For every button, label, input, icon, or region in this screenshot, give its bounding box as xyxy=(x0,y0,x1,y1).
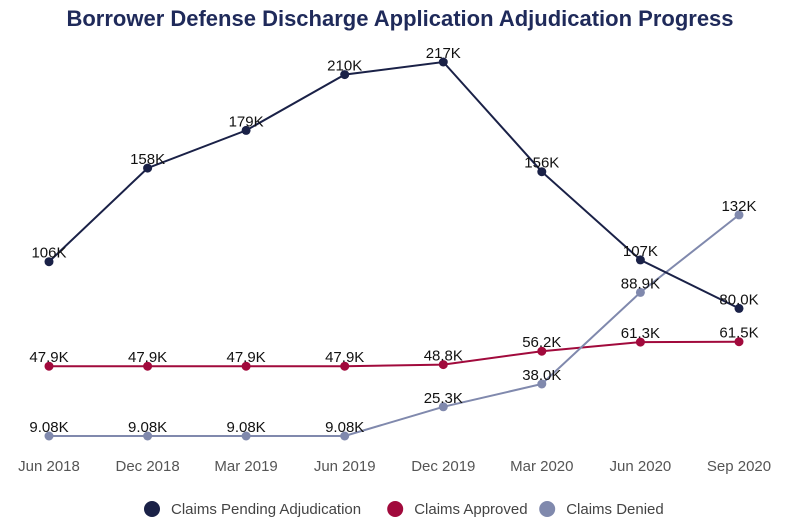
x-tick-label-2: Mar 2019 xyxy=(214,458,277,475)
point-pending-4 xyxy=(438,57,448,67)
data-label-approved-4: 48.8K xyxy=(424,348,463,365)
point-denied-7 xyxy=(734,210,744,220)
point-approved-3 xyxy=(340,361,350,371)
point-denied-6 xyxy=(635,287,645,297)
point-approved-4 xyxy=(438,360,448,370)
data-label-denied-7: 132K xyxy=(721,198,756,215)
data-label-approved-6: 61.3K xyxy=(621,325,660,342)
point-pending-6 xyxy=(635,255,645,265)
point-approved-7 xyxy=(734,337,744,347)
point-pending-1 xyxy=(143,163,153,173)
legend-marker-pending xyxy=(144,501,160,517)
legend-marker-denied xyxy=(539,501,556,517)
point-approved-6 xyxy=(635,337,645,347)
data-label-denied-0: 9.08K xyxy=(29,419,68,436)
line-approved xyxy=(49,340,740,368)
data-label-approved-5: 56.2K xyxy=(522,334,561,351)
data-label-pending-4: 217K xyxy=(426,45,461,62)
data-label-denied-3: 9.08K xyxy=(325,419,364,436)
point-approved-5 xyxy=(537,346,547,356)
legend-item-approved[interactable]: Claims Approved xyxy=(387,501,528,518)
point-approved-0 xyxy=(44,361,54,371)
data-label-denied-5: 38.0K xyxy=(522,367,561,384)
point-denied-3 xyxy=(340,431,350,441)
point-pending-7 xyxy=(734,303,744,313)
legend-item-denied[interactable]: Claims Denied xyxy=(539,501,664,518)
data-label-approved-7: 61.5K xyxy=(719,325,758,342)
x-axis: Jun 2018 Dec 2018 Mar 2019 Jun 2019 Dec 2019… xyxy=(18,458,771,475)
legend-item-pending[interactable]: Claims Pending Adjudication xyxy=(144,501,361,518)
x-tick-label-6: Jun 2020 xyxy=(610,458,672,475)
point-denied-4 xyxy=(438,402,448,412)
data-label-pending-2: 179K xyxy=(229,113,264,130)
data-label-denied-2: 9.08K xyxy=(226,419,265,436)
data-label-pending-0: 106K xyxy=(31,245,66,262)
data-label-approved-3: 47.9K xyxy=(325,349,364,366)
point-pending-3 xyxy=(340,70,350,80)
x-tick-label-3: Jun 2019 xyxy=(314,458,376,475)
line-pending xyxy=(48,60,740,310)
x-tick-label-5: Mar 2020 xyxy=(510,458,573,475)
point-pending-5 xyxy=(537,167,547,177)
series-lines xyxy=(48,60,740,437)
data-label-pending-1: 158K xyxy=(130,151,165,168)
legend-label-pending: Claims Pending Adjudication xyxy=(171,501,361,518)
data-label-approved-0: 47.9K xyxy=(29,349,68,366)
data-label-pending-3: 210K xyxy=(327,58,362,75)
data-label-pending-6: 107K xyxy=(623,243,658,260)
legend-marker-approved xyxy=(387,501,404,517)
legend-label-denied: Claims Denied xyxy=(566,501,664,518)
point-approved-2 xyxy=(241,361,251,371)
series-points xyxy=(44,57,744,441)
data-label-approved-2: 47.9K xyxy=(226,349,265,366)
data-label-denied-6: 88.9K xyxy=(621,275,660,292)
data-label-pending-5: 156K xyxy=(524,155,559,172)
point-denied-2 xyxy=(241,431,251,441)
data-label-denied-4: 25.3K xyxy=(424,390,463,407)
legend-label-approved: Claims Approved xyxy=(414,501,527,518)
x-tick-label-0: Jun 2018 xyxy=(18,458,80,475)
x-tick-label-1: Dec 2018 xyxy=(115,458,179,475)
point-pending-0 xyxy=(44,257,54,267)
point-approved-1 xyxy=(143,361,153,371)
data-labels: 106K 158K 179K 210K 217K 156K 107K 80.0K 47.9K 47… xyxy=(29,45,758,436)
x-tick-label-7: Sep 2020 xyxy=(707,458,771,475)
legend: Claims Pending Adjudication Claims Approv… xyxy=(144,501,664,518)
point-denied-5 xyxy=(537,379,547,389)
point-denied-0 xyxy=(44,431,54,441)
data-label-denied-1: 9.08K xyxy=(128,419,167,436)
point-denied-1 xyxy=(143,431,153,441)
data-label-approved-1: 47.9K xyxy=(128,349,167,366)
x-tick-label-4: Dec 2019 xyxy=(411,458,475,475)
data-label-pending-7: 80.0K xyxy=(719,291,758,308)
line-denied xyxy=(49,214,740,437)
point-pending-2 xyxy=(241,125,251,135)
chart-title: Borrower Defense Discharge Application A… xyxy=(66,6,734,31)
